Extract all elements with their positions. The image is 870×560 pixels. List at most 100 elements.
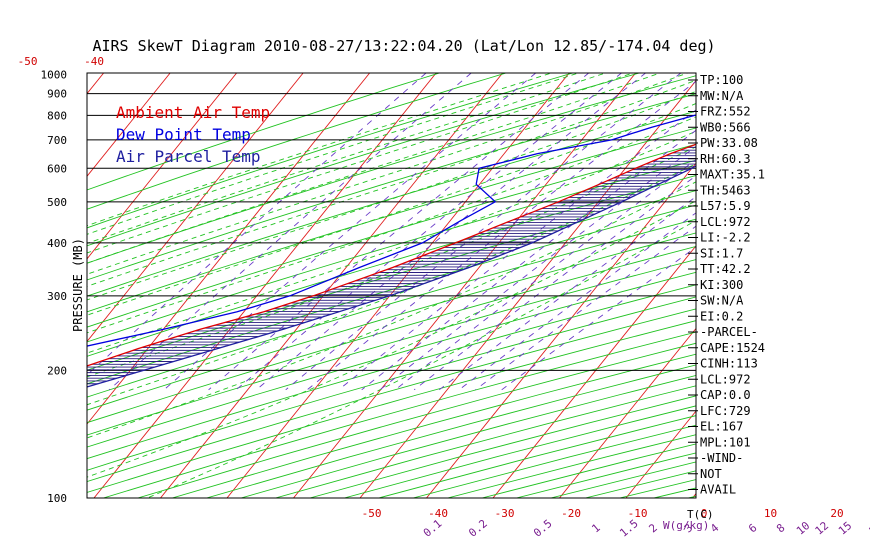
isotherm-line [492,245,696,498]
pressure-tick-label: 200 [47,364,67,377]
profile-dew-point-templine [87,114,696,347]
legend-entry: Dew Point Temp [116,125,251,144]
dry-adiabat-line [87,218,696,398]
mixing-ratio-line [394,158,696,391]
index-label: SW:N/A [700,294,744,308]
mixing-ratio-line [108,73,472,391]
isotherm-line [292,73,637,498]
moist-adiabat-line [87,90,696,301]
top-temp-tick-label: -50 [18,55,38,68]
isotherm-line [87,73,304,343]
pressure-axis: 100 200 300 400 500 600 700 800 900 1000 [41,68,68,505]
mixing-ratio-line [338,109,696,391]
dry-adiabat-line [87,73,575,229]
index-label: EL:167 [700,420,743,434]
bottom-temp-tick-label: -40 [428,507,448,520]
index-label: TP:100 [700,73,743,87]
dry-adiabat-line [87,271,696,448]
pressure-tick-label: 400 [47,237,67,250]
pressure-tick-label: 1000 [41,68,68,81]
cape-hatching [87,144,696,387]
profile-ambient-air-templine [87,143,696,367]
pressure-tick-label: 600 [47,162,67,175]
isotherm-line [93,73,437,498]
dry-adiabat-line [87,259,696,436]
bottom-temperature-axis: -50-40-30-20-100102030 [362,507,844,520]
index-label: LFC:729 [700,404,751,418]
index-label: MAXT:35.1 [700,168,765,182]
index-label: CINH:113 [700,357,758,371]
isotherm-line [159,73,504,498]
y-axis-label: PRESSURE (MB) [71,238,85,332]
chart-title: AIRS SkewT Diagram 2010-08-27/13:22:04.2… [92,37,715,55]
profile-lines [87,114,696,388]
mixing-ratio-line [285,73,682,391]
index-label: AVAIL [700,483,736,497]
index-label: CAP:0.0 [700,388,751,402]
index-label: L57:5.9 [700,199,751,213]
mixing-ratio-line [306,80,696,391]
dry-adiabat-line [87,127,696,313]
index-label: EI:0.2 [700,309,743,323]
dry-adiabats [87,73,696,498]
bottom-temp-tick-label: 10 [764,507,777,520]
moist-adiabat-line [87,181,696,439]
index-label: FRZ:552 [700,105,751,119]
profile-air-parcel-templine [87,165,696,388]
mixing-ratio-line [87,73,427,376]
dry-adiabat-line [87,232,696,411]
pressure-tick-label: 800 [47,109,67,122]
index-label: -WIND- [700,451,743,465]
isotherm-line [87,73,238,260]
isotherm-line [87,73,171,177]
pressure-tick-label: 700 [47,134,67,147]
legend: Ambient Air Temp Dew Point Temp Air Parcel… [116,103,270,166]
legend-entry: Ambient Air Temp [116,103,270,122]
dry-adiabat-line [87,245,696,424]
dry-adiabat-line [87,190,696,371]
dry-adiabat-line [87,143,696,328]
dry-adiabat-line [87,308,696,483]
index-label: TT:42.2 [700,262,751,276]
bottom-temp-tick-label: 0 [701,507,708,520]
bottom-temp-tick-label: -30 [495,507,515,520]
moist-adiabat-line [87,73,608,244]
dry-adiabat-line [87,73,441,191]
mixing-ratio-axis-label: W(g/kg) [663,519,709,532]
pressure-tick-label: 100 [47,492,67,505]
dry-adiabat-line [87,204,696,385]
index-label: LI:-2.2 [700,231,751,245]
isotherm-line [87,73,371,425]
dry-adiabat-line [87,73,641,247]
top-temperature-axis: -120-110-100-90-80-70-60-50-40 [18,55,104,68]
mixing-ratio-line [208,73,590,391]
index-label: MPL:101 [700,435,751,449]
moist-adiabat-line [87,73,580,235]
index-label: LCL:972 [700,372,751,386]
index-label: -PARCEL- [700,325,758,339]
isotherm-line [625,410,696,498]
moist-adiabat-line [87,73,689,275]
dry-adiabat-line [87,284,696,460]
top-temp-tick-label: -40 [84,55,104,68]
moist-adiabat-line [87,73,662,264]
pressure-tick-label: 900 [47,88,67,101]
pressure-tick-label: 500 [47,196,67,209]
dry-adiabat-line [87,159,696,343]
mixing-ratio-line [501,246,696,391]
index-label: LCL:972 [700,215,751,229]
index-label: CAPE:1524 [700,341,765,355]
bottom-temp-tick-label: -20 [561,507,581,520]
index-label: MW:N/A [700,89,744,103]
moist-adiabat-line [147,220,696,498]
index-label: PW:33.08 [700,136,758,150]
mixing-ratio-line [235,73,623,391]
dry-adiabat-line [87,296,696,471]
index-label: RH:60.3 [700,152,751,166]
mixing-ratio-tick-label: 20 [867,519,870,537]
dry-adiabat-line [87,110,696,297]
mixing-ratio-line [413,175,696,391]
